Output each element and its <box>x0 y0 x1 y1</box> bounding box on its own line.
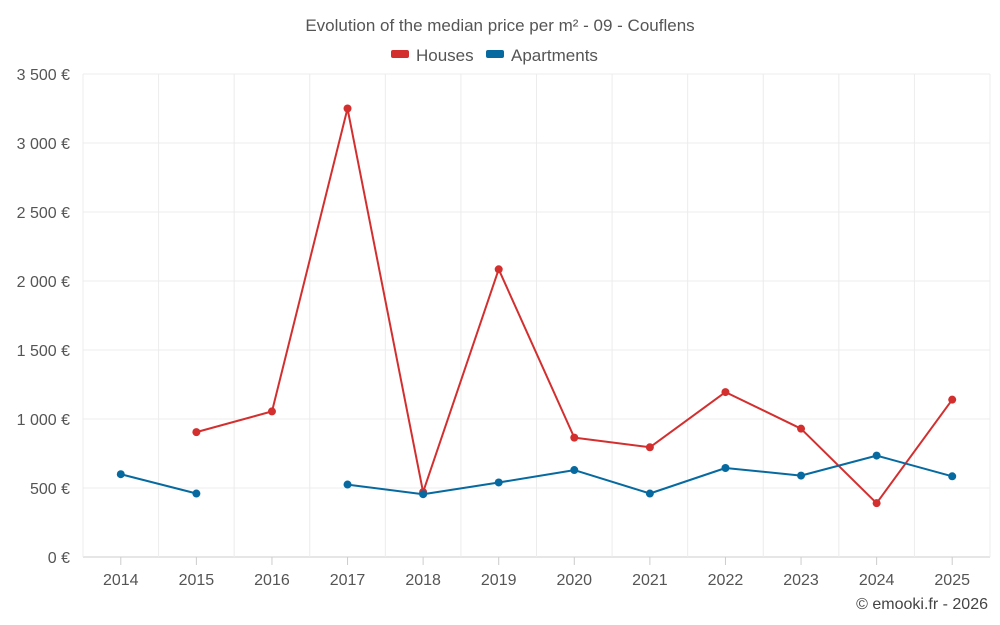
series-line-apartments <box>120 473 197 495</box>
x-tick-label: 2023 <box>783 572 819 589</box>
y-tick-label: 0 € <box>48 550 70 567</box>
legend-swatch-houses <box>391 50 409 58</box>
data-point-houses <box>645 443 654 452</box>
legend-label-apartments: Apartments <box>511 46 598 65</box>
y-tick-label: 2 000 € <box>17 274 70 291</box>
data-point-houses <box>267 407 276 416</box>
x-tick-label: 2018 <box>405 572 441 589</box>
data-point-apartments <box>645 489 654 498</box>
data-point-houses <box>721 388 730 397</box>
data-point-houses <box>570 433 579 442</box>
legend-swatch-apartments <box>486 50 504 58</box>
data-point-apartments <box>343 480 352 489</box>
x-tick-label: 2019 <box>481 572 517 589</box>
x-tick-label: 2015 <box>179 572 215 589</box>
data-point-houses <box>948 395 957 404</box>
data-point-apartments <box>494 478 503 487</box>
y-tick-label: 3 500 € <box>17 67 70 84</box>
data-point-apartments <box>797 471 806 480</box>
x-tick-label: 2021 <box>632 572 668 589</box>
data-point-houses <box>343 104 352 113</box>
x-tick-label: 2014 <box>103 572 139 589</box>
data-point-houses <box>494 265 503 274</box>
data-point-houses <box>797 424 806 433</box>
y-axis: 0 € 500 € 1 000 € 1 500 € 2 000 € 2 500 € 3 00… <box>17 67 70 567</box>
x-tick-label: 2025 <box>934 572 970 589</box>
credit-text: © emooki.fr - 2026 <box>856 596 988 613</box>
data-point-houses <box>192 428 201 437</box>
grid <box>82 73 991 558</box>
data-point-houses <box>872 499 881 508</box>
data-point-apartments <box>116 470 125 479</box>
data-point-apartments <box>872 451 881 460</box>
data-point-apartments <box>570 466 579 475</box>
y-tick-label: 1 000 € <box>17 412 70 429</box>
data-point-apartments <box>419 490 428 499</box>
chart-title: Evolution of the median price per m² - 0… <box>305 16 694 35</box>
y-tick-label: 1 500 € <box>17 343 70 360</box>
x-tick-label: 2022 <box>708 572 744 589</box>
x-tick-label: 2020 <box>556 572 592 589</box>
y-tick-label: 2 500 € <box>17 205 70 222</box>
y-tick-label: 500 € <box>30 481 70 498</box>
x-tick-label: 2024 <box>859 572 895 589</box>
x-axis: 2014 2015 2016 2017 2018 2019 2020 2021 2022 2023… <box>103 557 970 589</box>
data-point-apartments <box>721 463 730 472</box>
legend-label-houses: Houses <box>416 46 474 65</box>
data-point-apartments <box>192 489 201 498</box>
x-tick-label: 2017 <box>330 572 366 589</box>
y-tick-label: 3 000 € <box>17 136 70 153</box>
x-tick-label: 2016 <box>254 572 290 589</box>
series-group <box>116 104 957 508</box>
data-point-apartments <box>948 472 957 481</box>
legend: Houses Apartments <box>391 46 598 65</box>
